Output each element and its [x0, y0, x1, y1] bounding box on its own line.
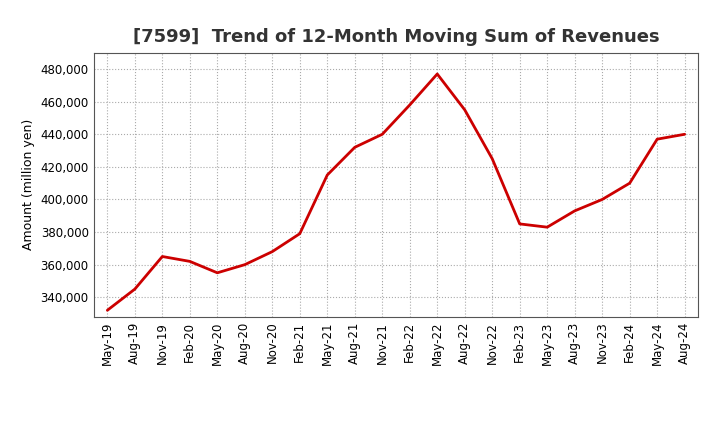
Title: [7599]  Trend of 12-Month Moving Sum of Revenues: [7599] Trend of 12-Month Moving Sum of R… — [132, 28, 660, 46]
Y-axis label: Amount (million yen): Amount (million yen) — [22, 119, 35, 250]
